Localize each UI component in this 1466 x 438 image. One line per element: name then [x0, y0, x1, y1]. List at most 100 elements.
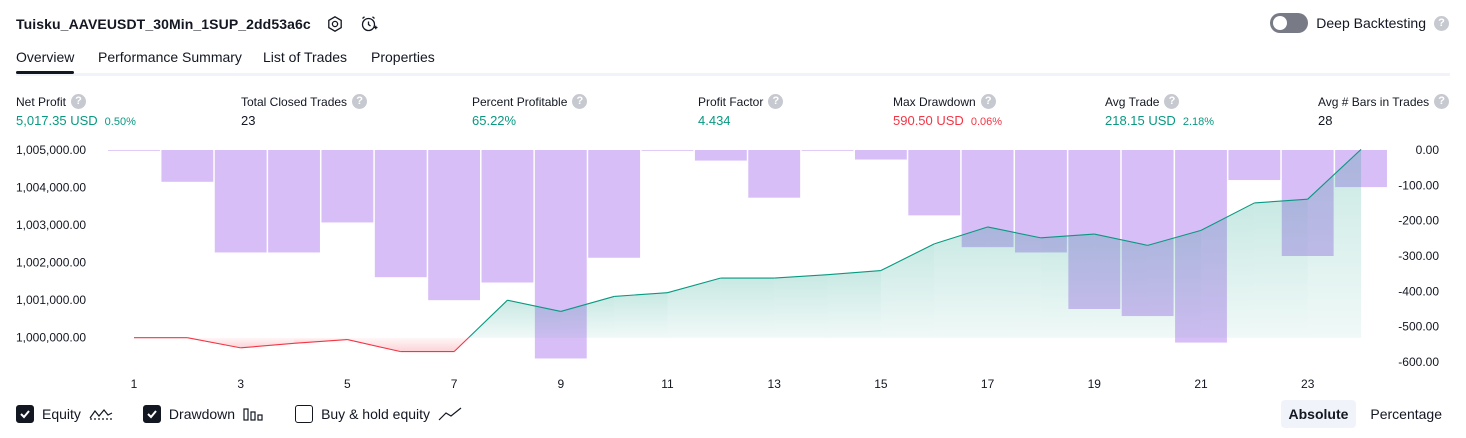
equity-line-segment: [240, 342, 295, 349]
deep-backtesting-toggle[interactable]: [1270, 13, 1309, 33]
left-axis-tick: 1,004,000.00: [16, 181, 86, 195]
tab-overview[interactable]: Overview: [16, 49, 75, 74]
equity-area-positive: [667, 278, 721, 338]
equity-line-segment: [507, 299, 561, 312]
equity-line-segment: [347, 339, 401, 353]
equity-line-segment: [1094, 233, 1148, 246]
metric-label: Total Closed Trades: [241, 94, 348, 109]
equity-area-positive: [827, 270, 881, 338]
equity-area-negative: [240, 337, 295, 348]
deep-backtesting-label: Deep Backtesting: [1316, 15, 1426, 31]
metric-value: 218.15 USD: [1105, 113, 1176, 128]
drawdown-bars-icon: [243, 406, 265, 422]
metric-label: Avg # Bars in Trades: [1318, 94, 1430, 109]
equity-checkbox[interactable]: [16, 405, 34, 423]
drawdown-bar: [268, 150, 320, 253]
metric-value: 4.434: [698, 113, 731, 128]
equity-line-segment: [187, 337, 241, 349]
equity-line-segment: [1200, 202, 1255, 231]
metric-percent: 2.18%: [1182, 116, 1215, 128]
left-axis-tick: 1,003,000.00: [16, 218, 86, 232]
equity-line-segment: [774, 274, 828, 279]
equity-area-positive: [774, 274, 828, 338]
equity-area-negative: [400, 337, 455, 352]
metric-value: 23: [241, 113, 256, 128]
drawdown-bar: [1228, 150, 1281, 181]
equity-area-positive: [1094, 234, 1148, 338]
buy-hold-checkbox[interactable]: [295, 405, 314, 423]
equity-area-positive: [507, 300, 561, 338]
x-axis-tick: 15: [874, 377, 888, 391]
metric-percent-profitable: Percent Profitable? 65.22%: [472, 94, 588, 128]
legend-buy-hold-equity[interactable]: Buy & hold equity: [295, 405, 462, 423]
left-axis-tick: 1,001,000.00: [16, 293, 86, 307]
strategy-title: Tuisku_AAVEUSDT_30Min_1SUP_2dd53a6c: [16, 16, 311, 32]
metric-value: 5,017.35 USD: [16, 113, 98, 128]
metric-total-closed-trades: Total Closed Trades? 23: [241, 94, 368, 128]
x-axis-tick: 11: [661, 377, 674, 391]
equity-area-positive: [880, 243, 935, 338]
legend-drawdown[interactable]: Drawdown: [142, 405, 265, 423]
equity-area-positive: [934, 226, 988, 338]
metric-label: Profit Factor: [698, 94, 764, 109]
add-alert-clock-icon[interactable]: [359, 14, 379, 34]
info-icon[interactable]: ?: [352, 94, 368, 109]
header: Tuisku_AAVEUSDT_30Min_1SUP_2dd53a6c: [16, 12, 379, 36]
info-icon[interactable]: ?: [71, 94, 87, 109]
metric-label: Percent Profitable: [472, 94, 568, 109]
equity-line-segment: [294, 339, 348, 344]
x-axis-tick: 17: [981, 377, 995, 391]
right-axis-tick: -100.00: [1398, 178, 1439, 192]
drawdown-bar: [374, 150, 427, 278]
legend-label: Drawdown: [168, 406, 236, 422]
drawdown-bar: [214, 150, 267, 253]
equity-line-segment: [827, 269, 881, 276]
x-axis: 1 3 5 7 9 11 13 15 17 19 21 23: [131, 377, 1315, 391]
metric-value: 590.50 USD: [893, 113, 964, 128]
help-icon[interactable]: ?: [1434, 15, 1449, 31]
value-mode-switch: Absolute Percentage: [1280, 400, 1451, 428]
info-icon[interactable]: ?: [980, 94, 996, 109]
chart-legend: Equity Drawdown Buy & hold equity: [16, 403, 492, 425]
equity-area-positive: [1147, 230, 1201, 338]
info-icon[interactable]: ?: [572, 94, 588, 109]
right-axis-tick: -300.00: [1398, 249, 1439, 263]
metric-profit-factor: Profit Factor? 4.434: [698, 94, 784, 128]
metric-percent: 0.06%: [970, 116, 1003, 128]
metric-value: 65.22%: [472, 113, 517, 128]
x-axis-tick: 3: [237, 377, 244, 391]
equity-line-segment: [614, 292, 668, 297]
drawdown-checkbox[interactable]: [142, 405, 161, 423]
x-axis-tick: 9: [557, 377, 564, 391]
equity-line-segment: [1307, 148, 1362, 200]
metric-label: Net Profit: [16, 94, 67, 109]
tab-list-of-trades[interactable]: List of Trades: [263, 49, 348, 65]
right-axis-tick: 0.00: [1416, 143, 1440, 157]
drawdown-bar: [161, 150, 214, 182]
percentage-button[interactable]: Percentage: [1370, 406, 1442, 422]
equity-area-positive: [1254, 199, 1308, 338]
equity-area-positive: [1040, 234, 1095, 338]
right-axis-tick: -200.00: [1398, 214, 1439, 228]
equity-line-segment: [1254, 198, 1308, 204]
tab-properties[interactable]: Properties: [371, 49, 435, 65]
tab-performance-summary[interactable]: Performance Summary: [98, 49, 242, 65]
legend-equity[interactable]: Equity: [16, 405, 113, 423]
right-axis-tick: -400.00: [1398, 284, 1439, 298]
equity-area-positive: [1201, 202, 1255, 338]
absolute-button[interactable]: Absolute: [1280, 400, 1357, 428]
left-axis-tick: 1,005,000.00: [16, 143, 86, 157]
info-icon[interactable]: ?: [1434, 94, 1450, 109]
equity-drawdown-chart[interactable]: 1,005,000.00 1,004,000.00 1,003,000.00 1,00…: [0, 138, 1466, 396]
tab-bar: Overview Performance Summary List of Tra…: [16, 46, 1450, 76]
equity-line-segment: [1147, 229, 1202, 246]
left-axis-tick: 1,002,000.00: [16, 256, 86, 270]
equity-area-positive: [560, 296, 615, 338]
info-icon[interactable]: ?: [1164, 94, 1180, 109]
drawdown-bar: [694, 150, 747, 161]
info-icon[interactable]: ?: [768, 94, 784, 109]
drawdown-bar: [641, 150, 694, 151]
legend-label: Buy & hold equity: [321, 406, 431, 422]
settings-gear-icon[interactable]: [325, 14, 345, 34]
x-axis-tick: 5: [344, 377, 351, 391]
